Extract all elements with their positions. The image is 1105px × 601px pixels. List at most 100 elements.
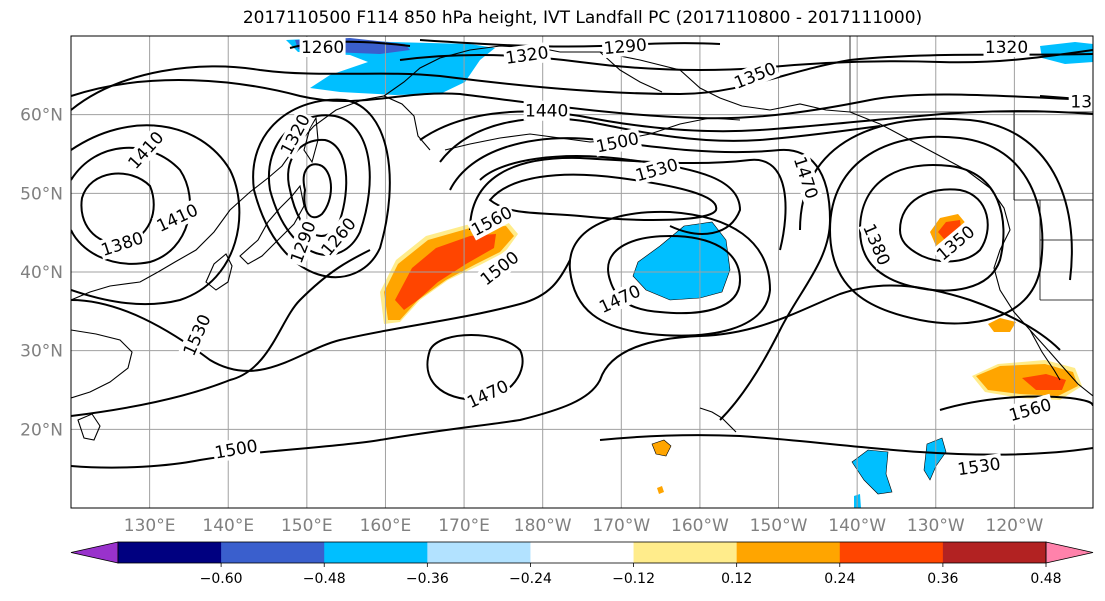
contour-1470-north <box>449 137 832 421</box>
lon-tick-label: 170°E <box>438 516 490 536</box>
contour-1560-east <box>939 395 1093 411</box>
contour-label-background <box>315 212 361 261</box>
colorbar-segment <box>633 542 738 563</box>
north-america-west-coast <box>989 187 1093 397</box>
colorbar-tick-label: 0.36 <box>927 571 958 587</box>
contour-1350-east-low <box>898 188 989 263</box>
negative-ivt-region-south-1 <box>851 449 893 495</box>
contour-label-text: 1440 <box>525 102 568 122</box>
lon-tick-label: 150°W <box>750 516 808 536</box>
map-title: 2017110500 F114 850 hPa height, IVT Land… <box>242 8 923 28</box>
contour-label: 1440 <box>523 100 570 122</box>
colorbar-extend-low <box>70 541 119 564</box>
contour-label-background <box>275 109 315 160</box>
colorbar-segment <box>736 542 841 563</box>
positive-ivt-region-small-2 <box>651 439 672 457</box>
contour-label-background <box>211 435 261 463</box>
contour-label-background <box>954 453 1004 480</box>
colorbar-segment <box>427 542 531 563</box>
contour-label-background <box>1005 393 1055 426</box>
contour-1560 <box>488 173 718 221</box>
positive-ivt-region-small-1 <box>988 318 1016 332</box>
colorbar-segment <box>221 542 325 563</box>
contour-label-background <box>594 279 645 318</box>
colorbar-extend-high <box>1045 541 1094 564</box>
contour-1470-low <box>607 234 742 315</box>
contour-label: 13 <box>1068 91 1093 112</box>
positive-ivt-region-southeast-strong <box>1022 374 1066 390</box>
contour-label-background <box>592 127 642 157</box>
contour-1380 <box>71 79 1093 120</box>
contour-label-background <box>931 220 980 266</box>
lon-tick-label: 150°E <box>281 516 333 536</box>
contour-label-text: 13 <box>1070 92 1092 112</box>
lat-tick-label: 50°N <box>20 184 63 204</box>
contour-label-text: 1260 <box>301 38 344 58</box>
colorbar-segment <box>324 542 428 563</box>
philippines-coastline <box>77 413 101 441</box>
china-coast <box>71 329 133 399</box>
contour-1380-west <box>80 172 155 246</box>
lon-tick-label: 120°W <box>986 516 1044 536</box>
contour-label-background <box>502 41 552 68</box>
colorbar-tick-labels: −0.60 −0.48 −0.36 −0.24 −0.12 0.12 0.24 0.36 0.4… <box>200 563 1062 587</box>
contour-label-background <box>97 227 148 261</box>
height-contours <box>71 39 1093 469</box>
contour-label-background <box>1068 91 1093 112</box>
colorbar-tick-label: 0.12 <box>721 571 752 587</box>
sakhalin-coastline <box>303 116 319 164</box>
contour-label-background <box>462 375 513 413</box>
lon-tick-label: 130°E <box>124 516 176 536</box>
contour-label-background <box>601 36 650 59</box>
contour-1260-low <box>302 163 332 219</box>
contour-label-background <box>122 126 169 174</box>
contour-label-background <box>729 57 781 94</box>
contour-1470-south <box>426 334 524 402</box>
contour-1440-east <box>799 117 1073 281</box>
colorbar-segment <box>118 542 222 563</box>
lon-tick-label: 140°W <box>828 516 886 536</box>
contour-label-background <box>285 217 321 268</box>
map-frame <box>70 35 1094 509</box>
lon-tick-label: 180°W <box>514 516 572 536</box>
contour-label-background <box>299 37 346 58</box>
alaska-interior-coast <box>560 51 663 93</box>
contour-1440 <box>439 117 881 163</box>
baja-california-coastline <box>1029 329 1061 381</box>
lon-tick-label: 170°W <box>592 516 650 536</box>
contour-1530-east <box>599 434 1093 456</box>
latitude-tick-labels: 60°N 50°N 40°N 30°N 20°N <box>20 106 63 441</box>
contour-label-background <box>858 219 895 270</box>
colorbar-tick-label: 0.24 <box>824 571 855 587</box>
contour-1410-east <box>828 135 1044 325</box>
contour-label-background <box>523 100 570 121</box>
lat-tick-label: 60°N <box>20 106 63 126</box>
contour-label: 1260 <box>299 37 346 58</box>
contour-1530-south <box>71 259 571 372</box>
contour-1380-east-low <box>858 164 1005 292</box>
contour-label-background <box>178 309 216 361</box>
contour-label-text: 1320 <box>985 38 1028 58</box>
colorbar-frame <box>117 541 1047 564</box>
contour-1410 <box>419 110 1093 141</box>
aleutian-islands <box>444 117 741 151</box>
contour-1350 <box>252 98 391 279</box>
colorbar-tick-label: −0.36 <box>406 571 449 587</box>
contour-label-background <box>631 153 682 186</box>
contour-label-background <box>466 201 517 241</box>
lat-tick-label: 30°N <box>20 342 63 362</box>
colorbar <box>70 541 1094 564</box>
colorbar-tick-label: 0.48 <box>1030 571 1061 587</box>
colorbar-tick-label: −0.60 <box>200 571 243 587</box>
contour-label-background <box>983 37 1030 58</box>
contour-label-text: 1290 <box>603 35 648 59</box>
colorbar-segment <box>530 542 635 563</box>
colorbar-segment <box>839 542 944 563</box>
contour-1440-west <box>71 124 241 306</box>
contour-1500-south <box>71 249 371 417</box>
lon-tick-label: 160°E <box>360 516 412 536</box>
lon-tick-label: 160°W <box>671 516 729 536</box>
colorbar-tick-label: −0.12 <box>612 571 655 587</box>
